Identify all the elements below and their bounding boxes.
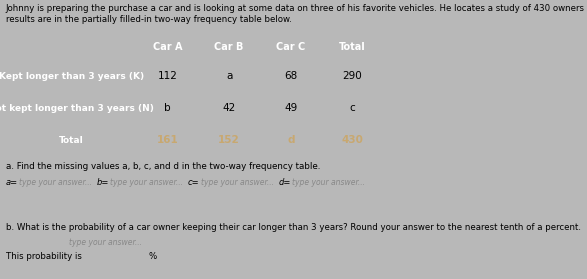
Text: Kept longer than 3 years (K): Kept longer than 3 years (K) [0, 71, 144, 81]
Text: type your answer...: type your answer... [69, 238, 142, 247]
Text: 152: 152 [218, 135, 240, 145]
Text: type your answer...: type your answer... [110, 177, 183, 187]
Text: This probability is: This probability is [6, 252, 82, 261]
Text: a=: a= [6, 177, 18, 187]
Text: a: a [226, 71, 232, 81]
Text: Total: Total [59, 136, 83, 145]
Text: Not kept longer than 3 years (N): Not kept longer than 3 years (N) [0, 104, 154, 113]
Text: Car A: Car A [153, 42, 182, 52]
Text: b=: b= [97, 177, 109, 187]
Text: 42: 42 [222, 103, 236, 113]
Text: d=: d= [279, 177, 291, 187]
Text: b. What is the probability of a car owner keeping their car longer than 3 years?: b. What is the probability of a car owne… [6, 223, 581, 232]
Text: 161: 161 [157, 135, 178, 145]
Text: a. Find the missing values a, b, c, and d in the two-way frequency table.: a. Find the missing values a, b, c, and … [6, 162, 321, 171]
Text: Car B: Car B [214, 42, 244, 52]
Text: %: % [149, 252, 157, 261]
Text: d: d [287, 135, 295, 145]
Text: type your answer...: type your answer... [292, 177, 365, 187]
Text: type your answer...: type your answer... [201, 177, 274, 187]
Text: 49: 49 [284, 103, 298, 113]
Text: 112: 112 [157, 71, 177, 81]
Text: Johnny is preparing the purchase a car and is looking at some data on three of h: Johnny is preparing the purchase a car a… [6, 4, 587, 13]
Text: c=: c= [188, 177, 200, 187]
Text: 430: 430 [342, 135, 363, 145]
Text: 290: 290 [343, 71, 362, 81]
Text: b: b [164, 103, 171, 113]
Text: type your answer...: type your answer... [19, 177, 92, 187]
Text: Car C: Car C [276, 42, 305, 52]
Text: c: c [350, 103, 355, 113]
Text: Total: Total [339, 42, 366, 52]
Text: 68: 68 [284, 71, 298, 81]
Text: results are in the partially filled-in two-way frequency table below.: results are in the partially filled-in t… [6, 15, 292, 24]
